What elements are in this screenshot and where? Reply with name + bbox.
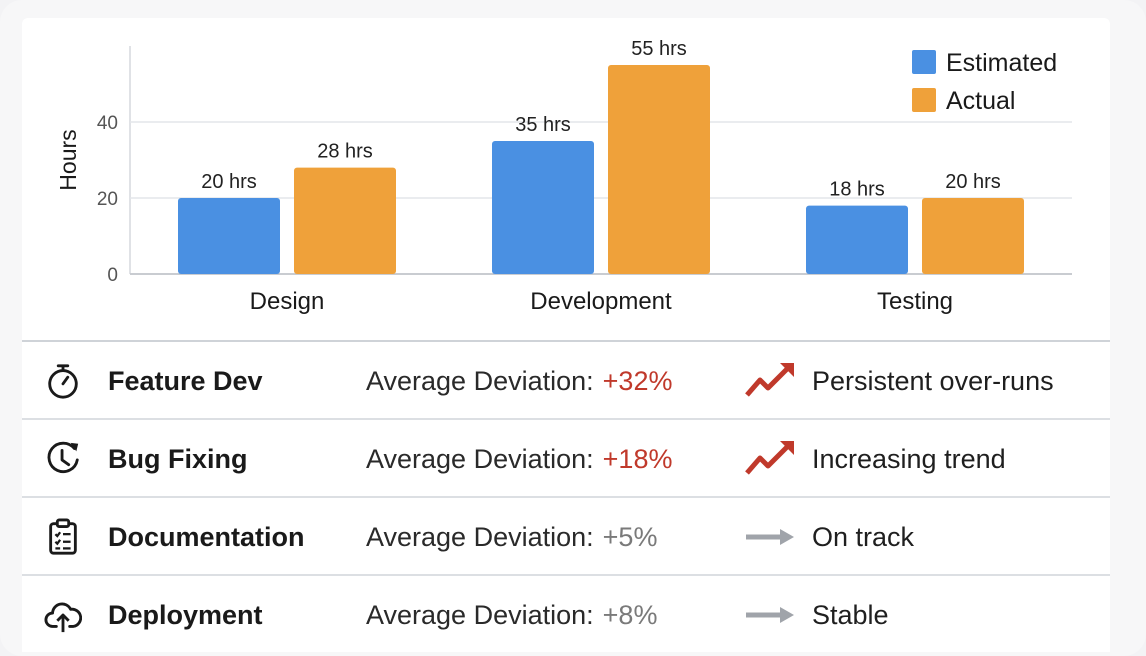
bar-actual — [922, 198, 1024, 274]
x-category-label: Design — [250, 288, 325, 315]
deviation-value: +5% — [602, 522, 658, 552]
bar-estimated — [492, 141, 594, 274]
task-name: Bug Fixing — [108, 444, 248, 474]
task-name: Deployment — [108, 600, 263, 630]
deviation-text: Average Deviation: +5% — [366, 522, 657, 553]
task-name: Documentation — [108, 522, 305, 552]
legend-label: Estimated — [946, 49, 1057, 77]
deviation-label: Average Deviation: — [366, 366, 594, 396]
trend-up-icon — [745, 441, 794, 475]
status-text: On track — [812, 522, 915, 552]
bar-value-label: 28 hrs — [317, 141, 373, 163]
deviation-text: Average Deviation: +8% — [366, 600, 657, 631]
bar-estimated — [806, 205, 908, 274]
deviation-value: +18% — [602, 444, 673, 474]
x-category-label: Testing — [877, 288, 953, 315]
arrow-right-icon — [746, 529, 794, 545]
clipboard-checklist-icon — [49, 518, 77, 555]
bar-chart: 0 20 40 Hours 20 hrs 28 hrs Design 35 hrs 55 hrs… — [55, 38, 1072, 315]
summary-table: Feature Dev Average Deviation: +32% Persi… — [22, 340, 1110, 652]
deviation-value: +32% — [602, 366, 673, 396]
clock-history-icon — [47, 441, 79, 474]
bar-actual — [608, 65, 710, 274]
status-text: Stable — [812, 600, 889, 630]
trend-up-icon — [745, 363, 794, 397]
table-row: Deployment Average Deviation: +8% Stable — [22, 574, 1110, 652]
bar-value-label: 20 hrs — [945, 171, 1001, 193]
y-tick-label: 40 — [97, 113, 118, 134]
stopwatch-icon — [48, 364, 78, 399]
bar-value-label: 18 hrs — [829, 179, 885, 201]
deviation-label: Average Deviation: — [366, 600, 594, 630]
x-category-label: Development — [530, 288, 672, 315]
legend-swatch — [912, 50, 936, 74]
deviation-label: Average Deviation: — [366, 522, 594, 552]
deviation-text: Average Deviation: +32% — [366, 366, 672, 397]
table-row: Documentation Average Deviation: +5% On t… — [22, 496, 1110, 574]
table-row: Bug Fixing Average Deviation: +18% Increa… — [22, 418, 1110, 496]
arrow-right-icon — [746, 607, 794, 623]
deviation-text: Average Deviation: +18% — [366, 444, 672, 475]
status-text: Increasing trend — [812, 444, 1006, 474]
deviation-label: Average Deviation: — [366, 444, 594, 474]
bar-value-label: 20 hrs — [201, 171, 257, 193]
legend-label: Actual — [946, 87, 1015, 115]
table-row: Feature Dev Average Deviation: +32% Persi… — [22, 340, 1110, 418]
legend-swatch — [912, 88, 936, 112]
deviation-value: +8% — [602, 600, 658, 630]
y-tick-label: 0 — [107, 265, 118, 286]
task-name: Feature Dev — [108, 366, 263, 396]
cloud-upload-icon — [44, 602, 82, 633]
bar-actual — [294, 167, 396, 274]
y-tick-label: 20 — [97, 189, 118, 210]
bar-value-label: 55 hrs — [631, 38, 687, 60]
bar-estimated — [178, 198, 280, 274]
status-text: Persistent over-runs — [812, 366, 1054, 396]
bar-value-label: 35 hrs — [515, 114, 571, 136]
y-axis-title: Hours — [55, 129, 81, 190]
